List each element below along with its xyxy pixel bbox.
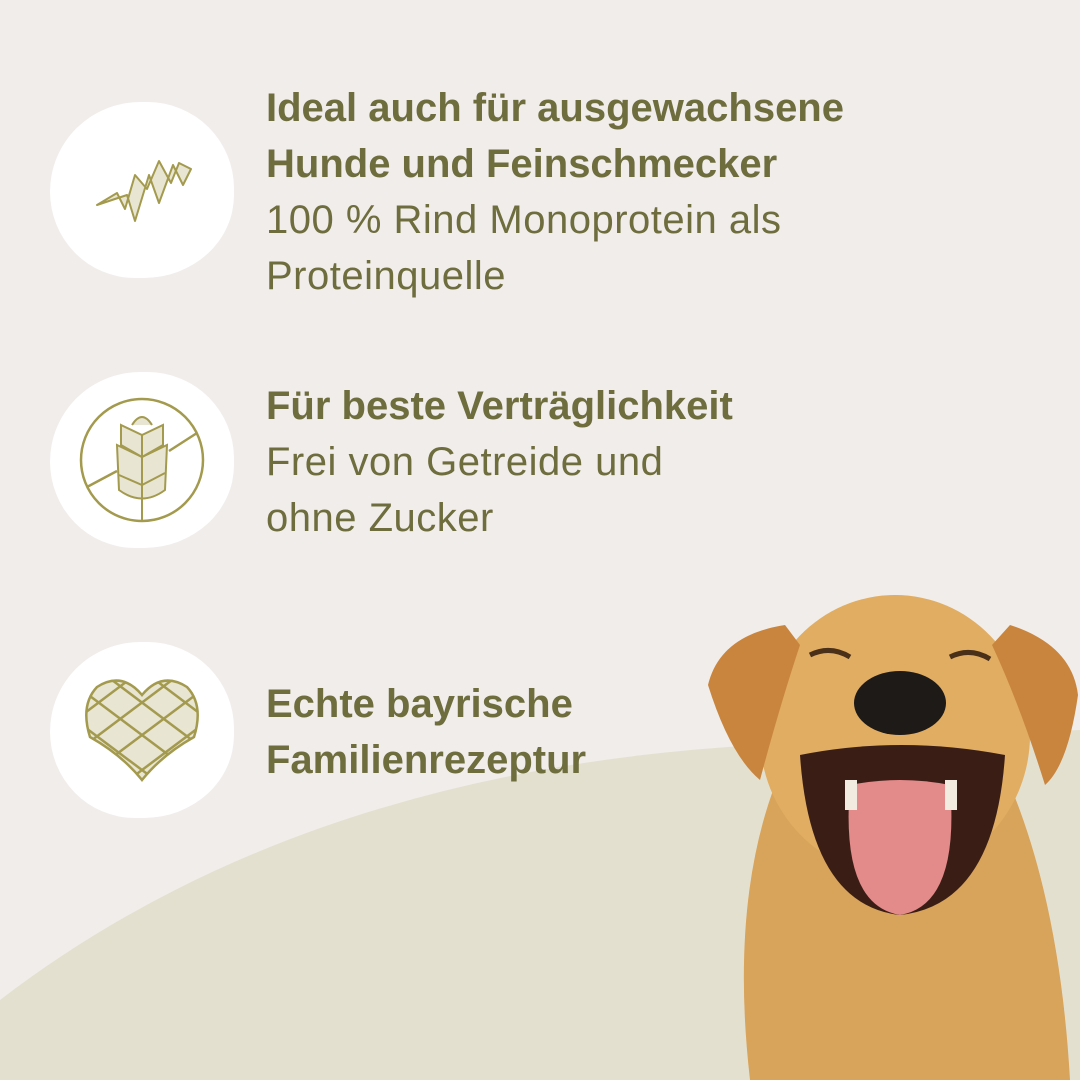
feature-title-line: Ideal auch für ausgewachsene: [266, 86, 844, 130]
feature-description-line: Proteinquelle: [266, 254, 506, 298]
happy-dog-photo: [708, 595, 1078, 1080]
feature-icon-badge: [50, 372, 234, 548]
feature-description-line: Frei von Getreide und: [266, 440, 664, 484]
feature-title-line: Echte bayrische: [266, 682, 573, 726]
meat-strip-icon: [96, 160, 192, 222]
feature-3: Echte bayrische Familienrezeptur: [266, 676, 586, 788]
feature-title-line: Für beste Verträglichkeit: [266, 384, 733, 428]
feature-title-line: Hunde und Feinschmecker: [266, 142, 778, 186]
feature-description-line: ohne Zucker: [266, 496, 494, 540]
no-grain-icon: [79, 397, 205, 523]
checkered-heart-icon: [85, 679, 199, 783]
feature-icon-badge: [50, 642, 234, 818]
feature-description-line: 100 % Rind Monoprotein als: [266, 198, 782, 242]
feature-1: Ideal auch für ausgewachsene Hunde und F…: [266, 80, 844, 304]
feature-2: Für beste Verträglichkeit Frei von Getre…: [266, 378, 733, 546]
feature-title-line: Familienrezeptur: [266, 738, 587, 782]
feature-icon-badge: [50, 102, 234, 278]
